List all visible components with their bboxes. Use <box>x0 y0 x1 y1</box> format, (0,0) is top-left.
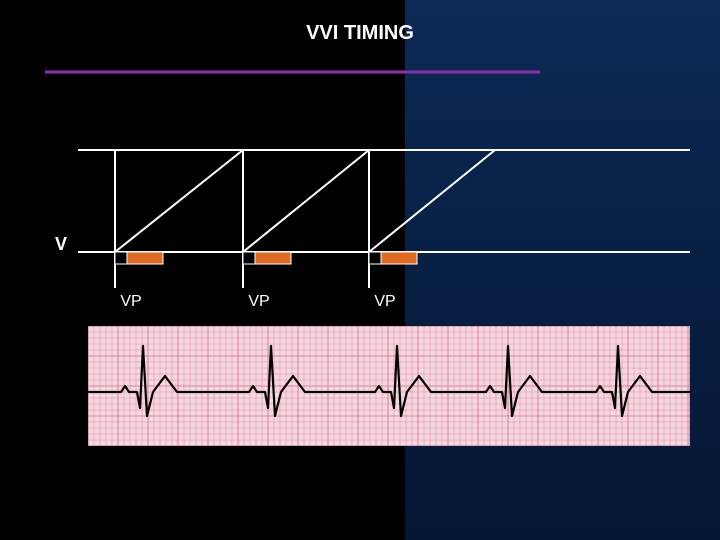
slide-canvas: VVI TIMING V VPVPVP <box>0 0 720 540</box>
ecg-strip <box>88 326 690 446</box>
channel-label-v: V <box>55 234 67 255</box>
background-left <box>0 0 405 540</box>
slide-title: VVI TIMING <box>0 22 720 45</box>
background <box>0 0 720 540</box>
background-right <box>405 0 720 540</box>
